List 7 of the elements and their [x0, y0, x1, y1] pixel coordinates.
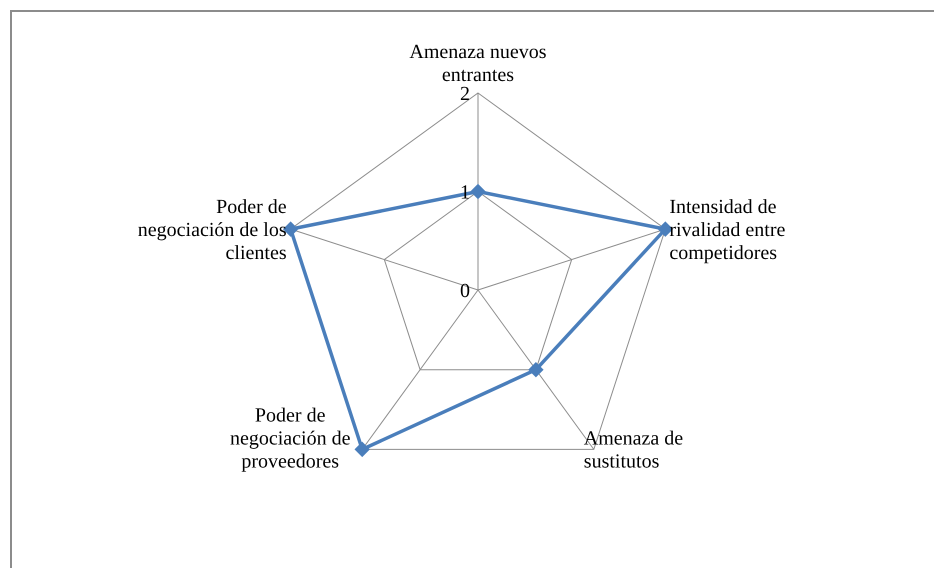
- spoke-label: Intensidad de rivalidad entre competidores: [669, 196, 786, 264]
- spoke-label: Amenaza de sustitutos: [584, 427, 684, 472]
- spoke-label: Poder de negociación de proveedores: [230, 404, 351, 472]
- spoke-label: Poder de negociación de los clientes: [138, 196, 287, 264]
- spoke-label: Amenaza nuevos entrantes: [409, 41, 547, 86]
- y-tick-label: 2: [460, 83, 470, 105]
- y-tick-label: 0: [460, 280, 470, 302]
